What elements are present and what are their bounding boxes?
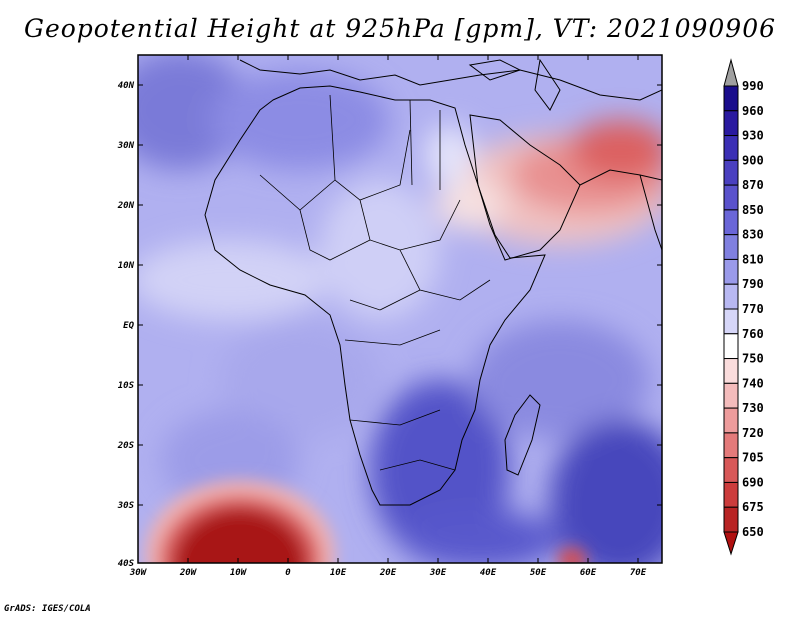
legend-swatch [723,135,739,161]
legend-label: 900 [742,153,764,167]
lat-tick-label: 10N [118,261,135,271]
lon-tick-label: 20W [179,568,198,578]
lat-tick-label: EQ [123,321,134,331]
lat-tick-label: 40N [118,81,135,91]
lon-tick-label: 50E [530,568,547,578]
legend-swatch [723,481,739,508]
legend-label: 790 [742,277,764,291]
lon-tick-label: 60E [580,568,597,578]
lat-tick-label: 30N [117,141,135,151]
legend-label: 740 [742,376,764,390]
legend-swatch [723,457,739,483]
legend-label: 960 [742,104,764,118]
lon-tick-label: 0 [285,568,291,578]
lat-tick-label: 10S [118,381,135,391]
legend-label: 675 [742,500,764,514]
legend-label: 730 [742,401,764,415]
lon-tick-label: 10W [230,568,248,578]
legend-label: 760 [742,327,764,341]
lat-tick-label: 20S [117,441,135,451]
legend-under-arrow [723,531,739,556]
color-legend: 990 960 930 900 870 850 830 810 790 770 760 750 740 7… [723,58,764,556]
lon-tick-label: 30E [429,568,447,578]
legend-label: 750 [742,352,764,366]
lon-tick-label: 20E [379,568,397,578]
longitude-axis: 30W 20W 10W 0 10E 20E 30E 40E 50E 60E 70E [129,55,647,578]
map-frame [137,54,663,564]
lat-tick-label: 20N [117,201,135,211]
legend-swatch [723,407,739,434]
map-title: Geopotential Height at 925hPa [gpm], VT:… [23,14,777,43]
shaded-field [138,55,662,563]
legend-label: 930 [742,129,764,143]
legend-swatch [723,333,739,360]
country-borders [259,94,491,471]
lon-tick-label: 30W [129,568,148,578]
latitude-axis: 40N 30N 20N 10N EQ 10S 20S 30S 40S [117,81,662,569]
legend-label: 990 [742,79,764,93]
legend-swatch [723,234,739,260]
legend-label: 650 [742,525,764,539]
legend-swatch [723,506,739,533]
legend-swatch [723,209,739,236]
legend-swatch [723,308,739,335]
legend-label: 810 [742,252,764,266]
grads-credit: GrADS: IGES/COLA [4,604,91,614]
legend-label: 870 [742,178,764,192]
legend-swatch [723,382,739,409]
legend-label: 770 [742,302,764,316]
legend-swatch [723,358,739,384]
legend-label: 705 [742,451,764,465]
lon-tick-label: 70E [630,568,647,578]
legend-swatch [723,159,739,186]
lat-tick-label: 30S [117,501,135,511]
legend-label: 850 [742,203,764,217]
legend-label: 720 [742,426,764,440]
legend-swatch [723,110,739,137]
lon-tick-label: 10E [330,568,347,578]
legend-swatch [723,85,739,112]
legend-swatch [723,258,739,285]
lon-tick-label: 40E [480,568,497,578]
legend-swatch [723,432,739,459]
legend-label: 690 [742,475,764,489]
legend-swatch [723,184,739,211]
legend-swatch [723,283,739,310]
legend-over-arrow [723,58,739,87]
legend-label: 830 [742,228,764,242]
lat-tick-label: 40S [118,559,135,569]
